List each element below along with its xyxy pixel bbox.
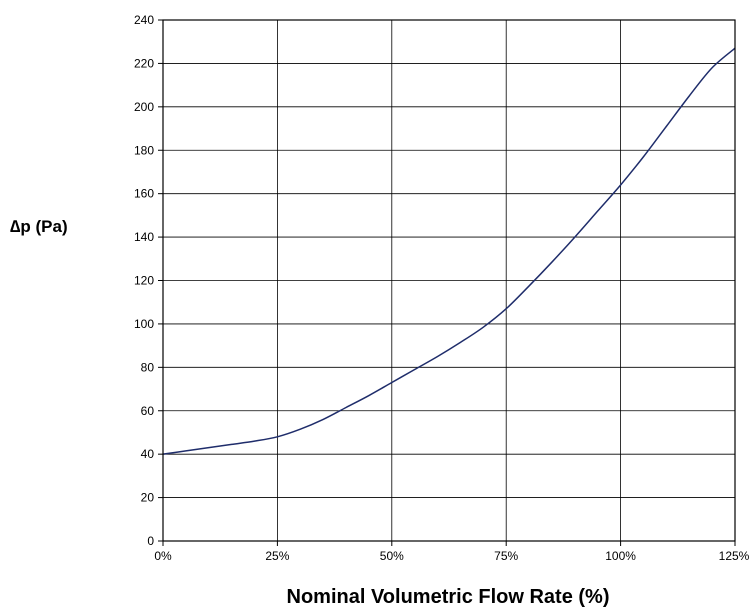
x-axis-label: Nominal Volumetric Flow Rate (%) — [287, 586, 610, 608]
y-tick-label: 20 — [141, 491, 155, 505]
y-tick-label: 160 — [134, 187, 154, 201]
y-tick-label: 200 — [134, 100, 154, 114]
y-tick-label: 220 — [134, 56, 154, 70]
y-tick-label: 240 — [134, 13, 154, 27]
x-tick-label: 50% — [380, 549, 404, 563]
x-tick-label: 125% — [719, 549, 750, 563]
x-axis-ticks: 0% 25% 50% 75% 100% 125% — [154, 541, 750, 563]
y-axis-label: ∆p (Pa) — [10, 217, 68, 236]
y-axis-ticks: 0 20 40 60 80 100 120 140 160 180 200 220 240 — [134, 13, 163, 548]
y-tick-label: 180 — [134, 143, 154, 157]
x-tick-label: 25% — [265, 549, 289, 563]
x-tick-label: 75% — [494, 549, 518, 563]
y-tick-label: 100 — [134, 317, 154, 331]
y-tick-label: 140 — [134, 230, 154, 244]
y-tick-label: 40 — [141, 447, 155, 461]
y-tick-label: 0 — [147, 534, 154, 548]
plot-area-frame — [162, 19, 736, 542]
y-tick-label: 120 — [134, 274, 154, 288]
grid-lines — [162, 19, 736, 542]
y-tick-label: 80 — [141, 360, 155, 374]
y-tick-label: 60 — [141, 404, 155, 418]
x-tick-label: 100% — [605, 549, 636, 563]
x-tick-label: 0% — [154, 549, 172, 563]
flow-pressure-curve — [162, 47, 736, 455]
